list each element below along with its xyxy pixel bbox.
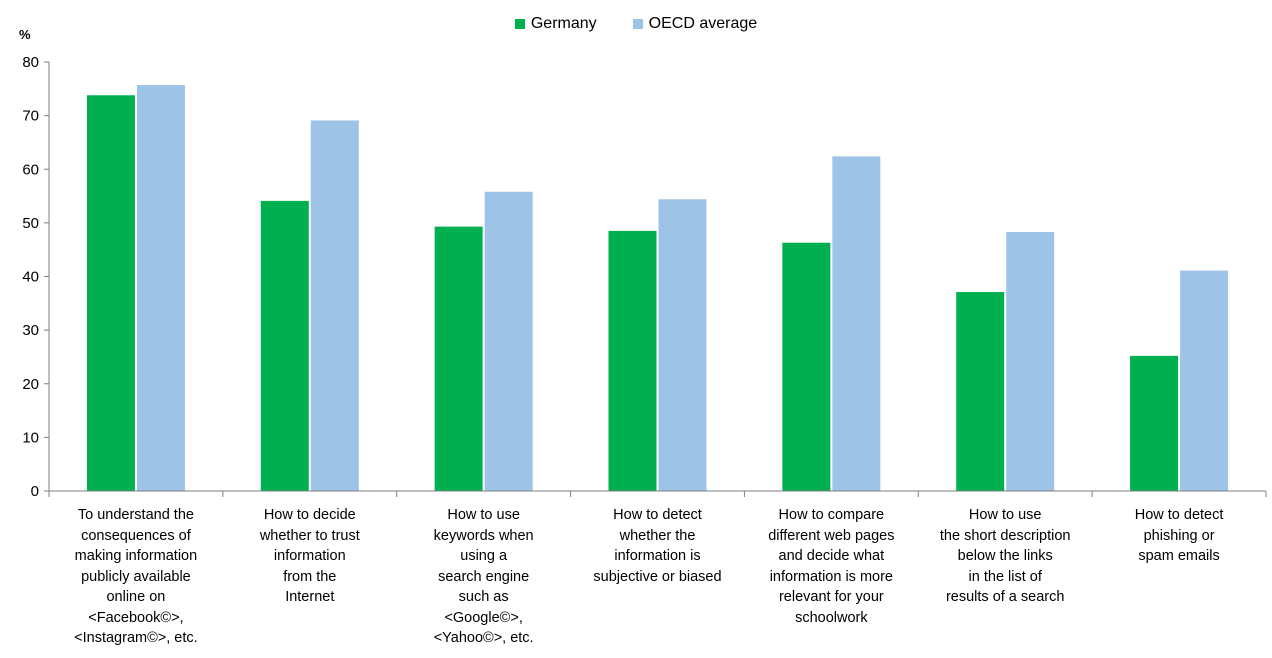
legend-label-oecd: OECD average xyxy=(648,15,758,32)
bar-oecd-3 xyxy=(658,199,707,491)
y-tick-label: 30 xyxy=(22,322,39,339)
bar-germany-2 xyxy=(434,226,483,491)
bar-germany-4 xyxy=(782,242,831,491)
y-tick-label: 50 xyxy=(22,215,39,232)
x-category-label: How to use keywords when using a search … xyxy=(433,507,534,646)
bar-oecd-5 xyxy=(1006,231,1055,491)
y-tick-label: 0 xyxy=(31,483,39,500)
bar-oecd-0 xyxy=(136,85,185,491)
y-tick-label: 40 xyxy=(22,269,39,286)
y-tick-label: 20 xyxy=(22,376,39,393)
chart-legend: Germany OECD average xyxy=(0,15,1272,33)
legend-item-germany: Germany xyxy=(514,15,597,33)
y-tick-label: 80 xyxy=(22,54,39,71)
bar-germany-0 xyxy=(86,95,135,491)
x-category-label: How to detect phishing or spam emails xyxy=(1134,507,1224,564)
x-category-label: How to decide whether to trust informati… xyxy=(259,507,360,605)
bar-germany-5 xyxy=(956,292,1005,491)
y-tick-label: 70 xyxy=(22,108,39,125)
bar-germany-1 xyxy=(260,200,309,492)
bar-oecd-6 xyxy=(1180,270,1229,491)
y-tick-label: 60 xyxy=(22,161,39,178)
y-tick-label: 10 xyxy=(22,429,39,446)
y-axis-unit: % xyxy=(19,27,31,42)
x-category-label: How to use the short description below t… xyxy=(939,507,1071,605)
x-category-label: How to compare different web pages and d… xyxy=(768,507,895,626)
bar-oecd-2 xyxy=(484,191,533,491)
bar-germany-3 xyxy=(608,230,657,491)
x-category-label: To understand the consequences of making… xyxy=(74,507,198,646)
legend-swatch-germany xyxy=(514,19,525,29)
x-category-label: How to detect whether the information is… xyxy=(593,507,722,585)
legend-item-oecd: OECD average xyxy=(632,15,758,33)
legend-label-germany: Germany xyxy=(530,15,597,32)
legend-swatch-oecd xyxy=(632,19,643,29)
bar-oecd-4 xyxy=(832,156,881,491)
bar-germany-6 xyxy=(1130,355,1179,491)
bar-oecd-1 xyxy=(310,120,359,492)
